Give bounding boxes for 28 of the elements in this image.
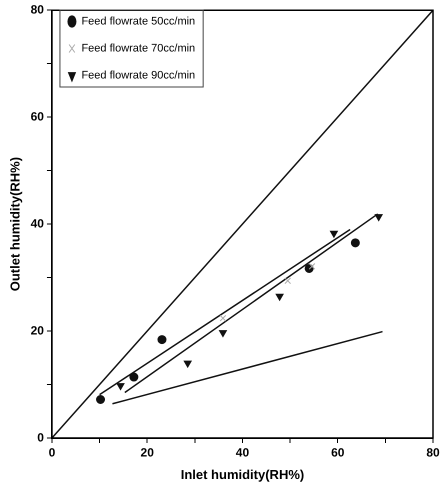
x-tick-label: 40 — [236, 446, 250, 460]
point — [330, 230, 338, 238]
point — [220, 314, 226, 322]
point — [116, 383, 124, 390]
legend-label: Feed flowrate 70cc/min — [81, 42, 196, 55]
point — [308, 263, 316, 270]
x-axis-title: Inlet humidity(RH%) — [180, 466, 304, 482]
x-tick-label: 0 — [48, 446, 56, 460]
y-tick-label: 0 — [37, 430, 44, 444]
point — [157, 335, 166, 344]
x-tick-label: 80 — [426, 446, 440, 460]
y-tick-label: 40 — [30, 216, 44, 230]
point — [96, 395, 106, 404]
point — [276, 294, 284, 301]
point — [218, 330, 227, 338]
y-tick-label: 80 — [30, 2, 44, 17]
legend-label: Feed flowrate 50cc/min — [81, 16, 196, 28]
x-tick-label: 20 — [140, 446, 154, 460]
point — [284, 277, 292, 284]
point — [374, 214, 383, 222]
x-tick-label: 60 — [331, 446, 345, 460]
legend-label: Feed flowrate 90cc/min — [81, 70, 196, 82]
y-axis-title: Outlet humidity(RH%) — [7, 156, 22, 292]
point — [184, 360, 192, 368]
point — [350, 238, 360, 248]
y-tick-label: 20 — [30, 323, 44, 338]
point — [129, 372, 138, 382]
y-tick-label: 60 — [30, 109, 44, 124]
